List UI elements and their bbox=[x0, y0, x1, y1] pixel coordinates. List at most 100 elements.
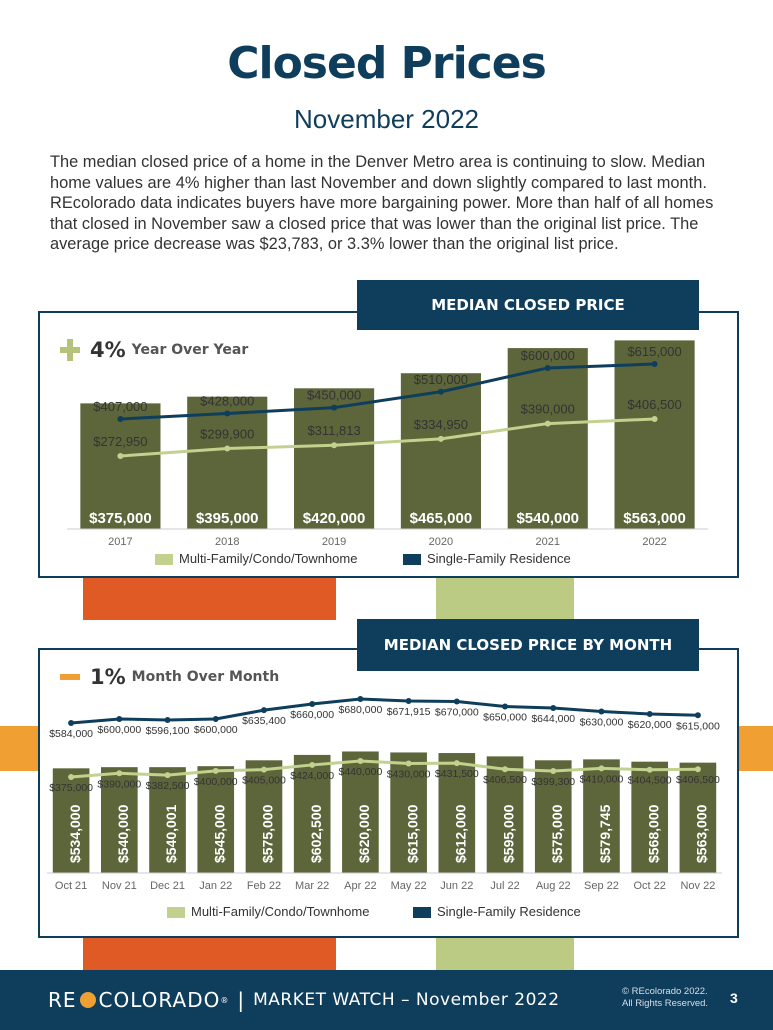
multi-family-data-label: $375,000 bbox=[49, 782, 93, 794]
legend-label-single-family: Single-Family Residence bbox=[427, 551, 571, 566]
bar-value-label: $540,000 bbox=[516, 510, 579, 527]
x-tick-label: Jun 22 bbox=[440, 880, 473, 892]
single-family-data-label: $615,000 bbox=[627, 344, 681, 359]
multi-family-data-label: $440,000 bbox=[338, 766, 382, 778]
x-tick-label: 2017 bbox=[108, 536, 132, 548]
bar-value-label: $563,000 bbox=[694, 804, 710, 863]
single-family-point bbox=[309, 701, 316, 707]
chart-bar bbox=[631, 761, 668, 873]
plus-icon bbox=[60, 339, 82, 361]
year-over-year-change: 4% Year Over Year bbox=[60, 338, 248, 362]
x-tick-label: Oct 21 bbox=[55, 880, 87, 892]
legend-label-single-family: Single-Family Residence bbox=[437, 904, 581, 919]
legend-swatch-single-family bbox=[413, 907, 431, 918]
single-family-point bbox=[646, 711, 653, 717]
bar-value-label: $395,000 bbox=[196, 510, 259, 527]
monthly-median-price-chart: $534,000 Oct 21 $540,000 Nov 21 $540,001 Dec … bbox=[47, 696, 722, 919]
single-family-data-label: $660,000 bbox=[290, 709, 334, 721]
multi-family-data-label: $382,500 bbox=[146, 780, 190, 792]
bar-value-label: $375,000 bbox=[89, 510, 152, 527]
single-family-point bbox=[651, 361, 658, 367]
legend-label-multi-family: Multi-Family/Condo/Townhome bbox=[191, 904, 369, 919]
copyright: © REcolorado 2022. All Rights Reserved. bbox=[622, 986, 708, 1010]
legend-label-multi-family: Multi-Family/Condo/Townhome bbox=[179, 551, 357, 566]
x-tick-label: 2020 bbox=[429, 536, 453, 548]
x-tick-label: Mar 22 bbox=[295, 880, 329, 892]
single-family-data-label: $596,100 bbox=[146, 725, 190, 737]
decorative-side-block bbox=[738, 726, 773, 771]
single-family-point bbox=[694, 712, 701, 719]
month-over-month-value: 1% bbox=[90, 665, 126, 689]
multi-family-point bbox=[164, 772, 171, 779]
multi-family-data-label: $424,000 bbox=[290, 770, 334, 782]
page-number: 3 bbox=[730, 990, 738, 1006]
page-title: Closed Prices bbox=[227, 38, 547, 89]
month-over-month-label: Month Over Month bbox=[131, 669, 280, 685]
chart-bar bbox=[293, 754, 331, 873]
x-tick-label: Sep 22 bbox=[584, 880, 619, 892]
market-watch-label: MARKET WATCH – November 2022 bbox=[253, 990, 560, 1010]
bar-value-label: $612,000 bbox=[453, 804, 469, 863]
bar-value-label: $575,000 bbox=[549, 804, 565, 863]
multi-family-point bbox=[453, 760, 460, 767]
single-family-line bbox=[70, 697, 698, 725]
chart-bar bbox=[583, 759, 620, 873]
multi-family-point bbox=[405, 760, 412, 767]
multi-family-point bbox=[437, 435, 444, 442]
bar-value-label: $420,000 bbox=[303, 510, 366, 527]
month-over-month-change: 1% Month Over Month bbox=[60, 665, 279, 689]
bar-value-label: $568,000 bbox=[645, 804, 661, 863]
bar-value-label: $620,000 bbox=[356, 804, 372, 863]
x-tick-label: Apr 22 bbox=[344, 880, 376, 892]
chart-bar bbox=[52, 768, 90, 873]
logo-dot-icon bbox=[79, 992, 96, 1008]
yearly-chart-banner: MEDIAN CLOSED PRICE bbox=[357, 280, 699, 330]
chart-bar bbox=[101, 767, 138, 873]
single-family-data-label: $600,000 bbox=[97, 724, 141, 736]
single-family-data-label: $600,000 bbox=[194, 724, 238, 736]
legend-swatch-multi-family bbox=[155, 554, 173, 565]
multi-family-line bbox=[70, 759, 698, 779]
single-family-point bbox=[331, 404, 338, 411]
single-family-data-label: $615,000 bbox=[676, 720, 720, 732]
x-tick-label: 2018 bbox=[215, 536, 239, 548]
multi-family-point bbox=[117, 453, 124, 459]
single-family-point bbox=[598, 708, 605, 715]
chart-bar bbox=[679, 762, 717, 873]
multi-family-data-label: $406,500 bbox=[627, 397, 681, 412]
chart-bar bbox=[187, 396, 268, 529]
decorative-side-block bbox=[0, 726, 40, 771]
yearly-median-price-chart: $375,000 2017 $395,000 2018 $420,000 2019 $465… bbox=[67, 340, 708, 566]
minus-icon bbox=[60, 666, 82, 688]
single-family-point bbox=[224, 410, 231, 417]
single-family-point bbox=[260, 707, 267, 714]
single-family-data-label: $620,000 bbox=[628, 719, 672, 731]
x-tick-label: Nov 22 bbox=[680, 880, 715, 892]
multi-family-point bbox=[651, 416, 658, 422]
multi-family-point bbox=[331, 442, 338, 449]
bar-value-label: $602,500 bbox=[308, 804, 324, 863]
chart-bar bbox=[614, 340, 695, 529]
copyright-line-2: All Rights Reserved. bbox=[622, 998, 709, 1009]
single-family-data-label: $450,000 bbox=[307, 388, 361, 403]
footer: RE COLORADO ® | MARKET WATCH – November … bbox=[0, 970, 773, 1030]
single-family-point bbox=[212, 716, 219, 722]
logo-text-right: COLORADO bbox=[98, 988, 221, 1012]
single-family-point bbox=[544, 364, 551, 371]
chart-bar bbox=[390, 752, 427, 873]
bar-value-label: $563,000 bbox=[623, 510, 686, 527]
recolorado-logo: RE COLORADO ® | MARKET WATCH – November … bbox=[48, 988, 560, 1012]
multi-family-data-label: $299,900 bbox=[200, 427, 254, 442]
single-family-data-label: $670,000 bbox=[435, 707, 479, 719]
multi-family-point bbox=[646, 766, 653, 773]
single-family-point bbox=[502, 703, 509, 710]
single-family-line bbox=[120, 362, 655, 421]
x-tick-label: 2019 bbox=[322, 536, 346, 548]
single-family-point bbox=[357, 696, 364, 702]
legend-swatch-multi-family bbox=[167, 907, 185, 918]
chart-bar bbox=[245, 760, 283, 873]
multi-family-data-label: $405,000 bbox=[242, 775, 286, 787]
multi-family-line bbox=[120, 417, 655, 458]
single-family-point bbox=[453, 698, 460, 705]
multi-family-data-label: $399,300 bbox=[531, 776, 575, 788]
